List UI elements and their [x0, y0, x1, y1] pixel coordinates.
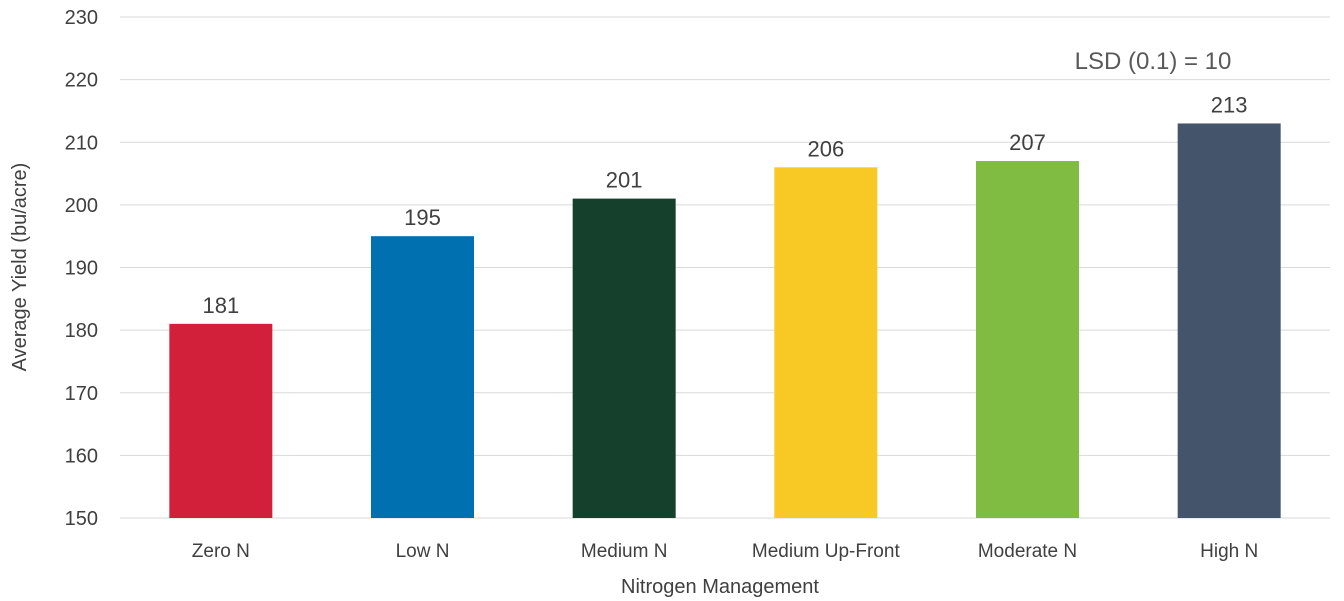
- data-label: 181: [202, 293, 239, 318]
- y-tick-label: 190: [65, 258, 98, 280]
- x-tick-label: Medium N: [581, 541, 668, 562]
- x-tick-label: Moderate N: [978, 541, 1077, 562]
- y-tick-label: 200: [65, 195, 98, 217]
- bar: [169, 323, 273, 518]
- data-label: 207: [1009, 130, 1046, 155]
- bar: [774, 167, 878, 519]
- y-tick-label: 150: [65, 508, 98, 530]
- y-axis-ticks: 150 160 170 180 190 200 210 220 230: [65, 7, 98, 530]
- y-tick-label: 170: [65, 383, 98, 405]
- x-axis-title: Nitrogen Management: [621, 576, 819, 598]
- bar: [976, 161, 1079, 518]
- data-label: 195: [404, 205, 441, 230]
- y-tick-label: 220: [65, 70, 98, 92]
- data-label: 206: [807, 136, 844, 161]
- x-tick-label: Zero N: [192, 541, 250, 562]
- data-label: 201: [606, 168, 643, 193]
- data-label: 213: [1211, 92, 1248, 117]
- bars: [169, 123, 1281, 519]
- x-axis-ticks: Zero N Low N Medium N Medium Up-Front Modera…: [192, 541, 1258, 562]
- x-tick-label: Medium Up-Front: [752, 541, 901, 562]
- y-tick-label: 180: [65, 320, 98, 342]
- y-tick-label: 230: [65, 7, 98, 29]
- x-tick-label: Low N: [396, 541, 450, 562]
- bar: [572, 198, 676, 519]
- y-axis-title: Average Yield (bu/acre): [9, 163, 31, 372]
- bar: [1177, 123, 1281, 519]
- y-tick-label: 210: [65, 132, 98, 154]
- data-labels: 181 195 201 206 207 213: [202, 92, 1247, 317]
- gridlines: [120, 16, 1330, 519]
- x-tick-label: High N: [1200, 541, 1258, 562]
- bar: [371, 236, 474, 518]
- y-tick-label: 160: [65, 445, 98, 467]
- lsd-annotation: LSD (0.1) = 10: [1075, 48, 1232, 75]
